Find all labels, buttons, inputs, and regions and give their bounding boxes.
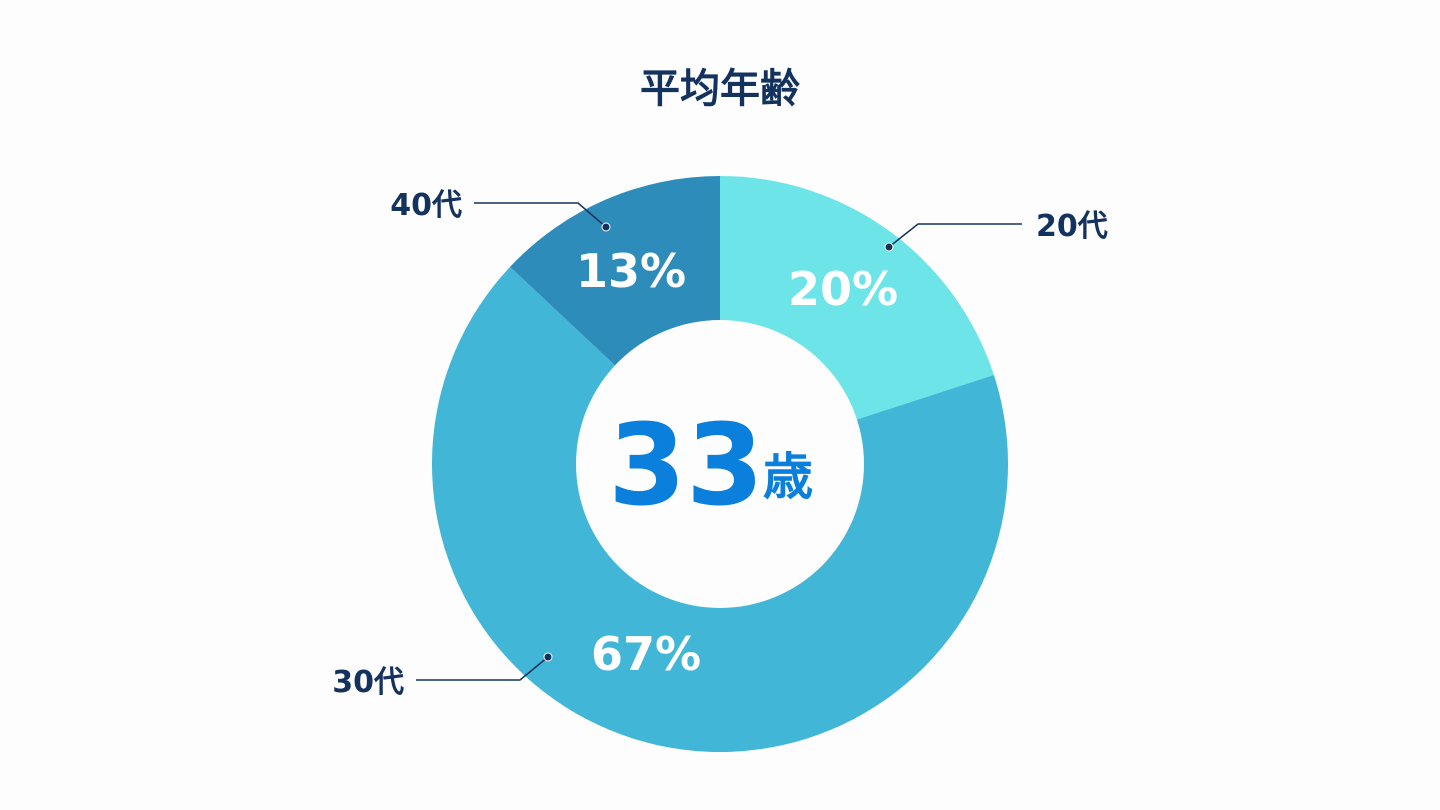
leader-dot <box>601 222 611 232</box>
slice-label: 20代 <box>1036 209 1108 244</box>
leader-line <box>416 656 549 681</box>
leader-dot <box>543 652 553 662</box>
leader-line <box>474 202 607 228</box>
slice-percent-label: 13% <box>576 244 686 298</box>
slice-label: 40代 <box>390 188 462 223</box>
chart-title: 平均年齢 <box>640 66 800 112</box>
leader-line <box>888 223 1022 248</box>
center-value: 33 <box>608 401 764 531</box>
slice-label: 30代 <box>332 665 404 700</box>
slice-percent-label: 20% <box>788 262 898 316</box>
donut-hole <box>576 320 864 608</box>
slice-percent-label: 67% <box>591 627 701 681</box>
leader-dot <box>884 242 894 252</box>
center-unit: 歳 <box>763 448 813 506</box>
